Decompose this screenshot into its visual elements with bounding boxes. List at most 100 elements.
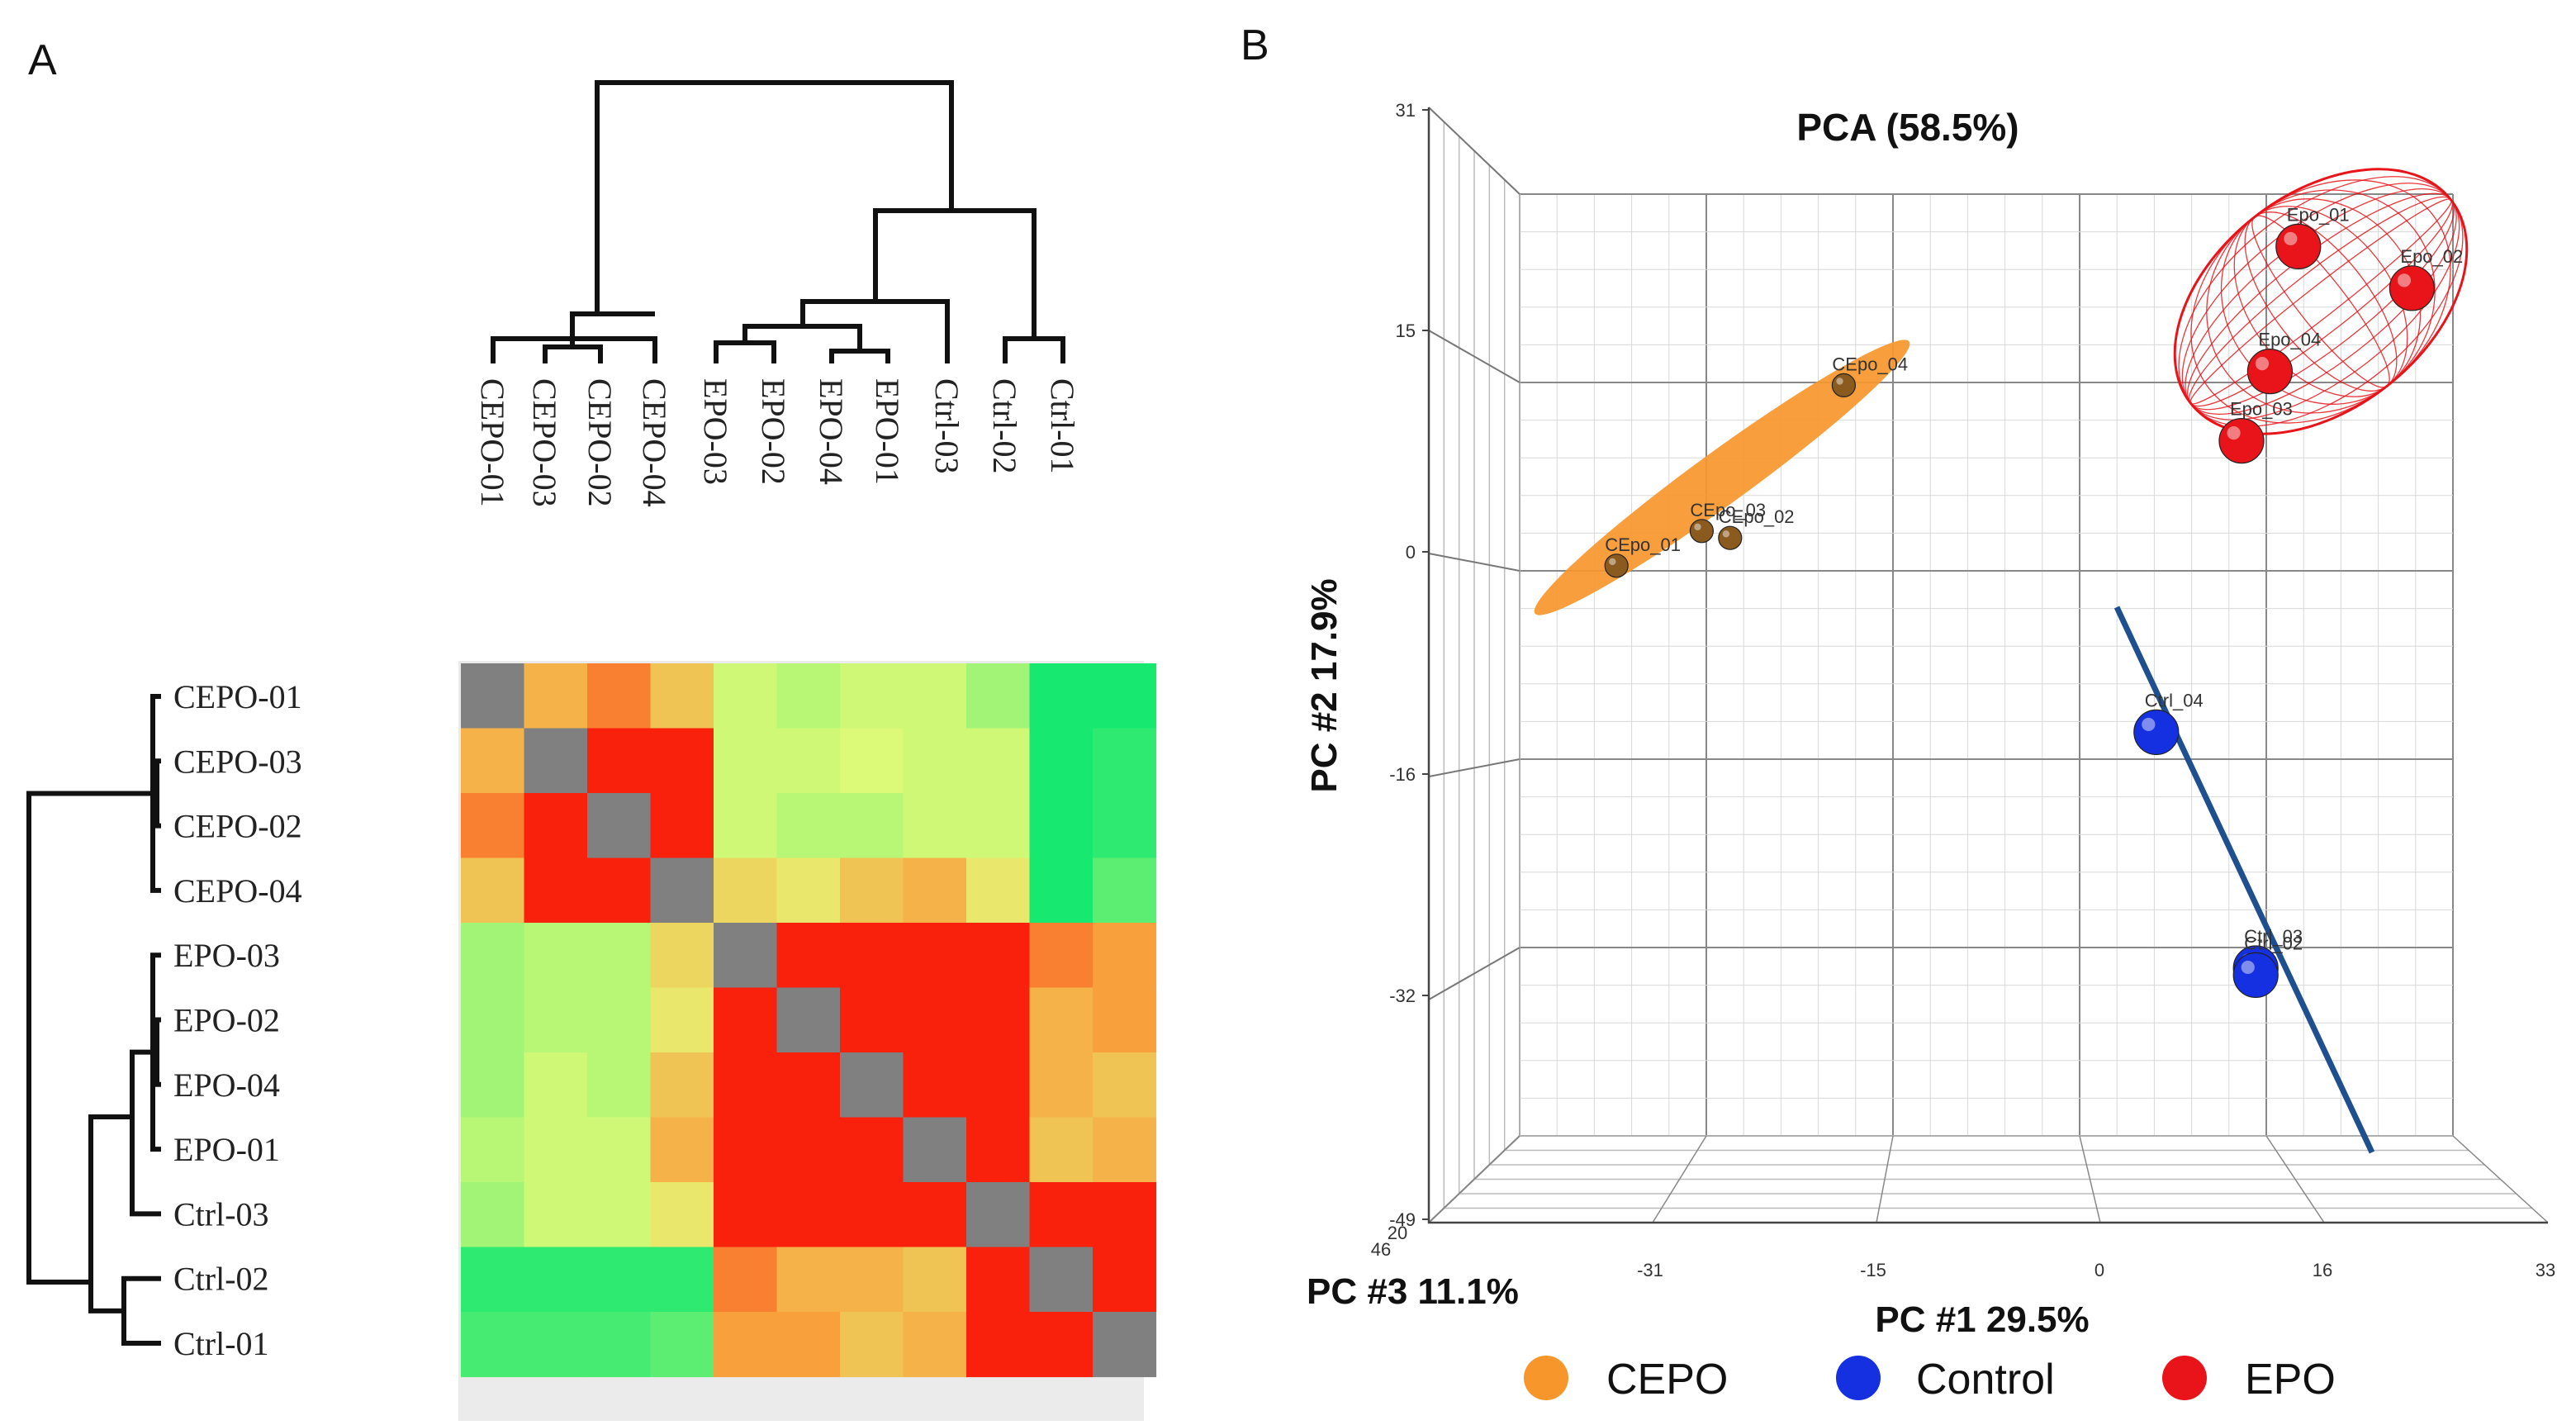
left-dendro-branch-0: [154, 758, 161, 829]
heatmap-cell-cepo-01-cepo-02: [587, 663, 652, 729]
heatmap-cell-cepo-03-cepo-03: [524, 728, 588, 794]
heatmap-cell-ctrl-02-ctrl-02: [1029, 1247, 1093, 1313]
pca-point-epo-01: [2275, 223, 2322, 269]
floor-vline-2: [1876, 1135, 1894, 1223]
heatmap-cell-ctrl-03-cepo-01: [461, 1182, 525, 1248]
top-dendro-branch-6: [800, 299, 950, 363]
heatmap-cell-epo-04-cepo-03: [524, 1052, 588, 1119]
heatmap-cell-cepo-03-ctrl-03: [966, 728, 1031, 794]
heatmap-cell-ctrl-01-ctrl-03: [966, 1312, 1031, 1378]
legend-marker-cepo: [1524, 1356, 1568, 1400]
heatmap-cell-epo-04-epo-01: [903, 1052, 967, 1119]
heatmap-cell-ctrl-02-ctrl-03: [966, 1247, 1031, 1313]
heatmap-cell-cepo-04-cepo-03: [524, 857, 588, 924]
heatmap-cell-cepo-02-epo-03: [714, 793, 778, 859]
left-dendrogram: [26, 694, 161, 1346]
floor-vline-5: [2452, 1135, 2549, 1223]
pca-point-label-epo-03: Epo_03: [2230, 399, 2293, 420]
pca-point-label-cepo-03: CEpo_03: [1690, 500, 1766, 520]
heatmap-cell-epo-02-cepo-03: [524, 987, 588, 1053]
heatmap-cell-epo-03-ctrl-02: [1029, 923, 1093, 989]
heatmap-cell-epo-01-ctrl-02: [1029, 1117, 1093, 1183]
left-wall-hline-3: [1428, 758, 1520, 777]
pca-z-axis-title: PC #3 11.1%: [1307, 1271, 1519, 1312]
heatmap-cell-epo-04-cepo-04: [650, 1052, 714, 1119]
heatmap-cell-epo-02-epo-02: [776, 987, 841, 1053]
x-tick-33: 33: [2536, 1260, 2555, 1280]
heatmap-cell-epo-02-ctrl-01: [1093, 987, 1157, 1053]
heatmap-cell-cepo-01-epo-03: [714, 663, 778, 729]
pca-title: PCA (58.5%): [1796, 106, 2019, 149]
pca-point-highlight-cepo-02: [1722, 530, 1730, 538]
heatmap-cell-cepo-04-cepo-01: [461, 857, 525, 924]
top-label-epo-03: EPO-03: [697, 378, 734, 485]
left-dendro-branch-8: [26, 791, 153, 1285]
heatmap-cell-epo-03-epo-01: [903, 923, 967, 989]
heatmap-cell-ctrl-03-epo-04: [840, 1182, 904, 1248]
epo-mesh-lat-5: [2181, 183, 2460, 420]
top-dendro-branch-3: [714, 340, 776, 363]
heatmap-cell-cepo-03-ctrl-02: [1029, 728, 1093, 794]
pca-point-ctrl-04: [2133, 709, 2180, 756]
pca-point-highlight-ctrl-02: [2241, 960, 2255, 975]
top-dendro-branch-8: [873, 208, 1037, 339]
heatmap-cell-cepo-01-cepo-04: [650, 663, 714, 729]
x-tick--31: -31: [1637, 1260, 1663, 1280]
pca-point-cepo-03: [1689, 519, 1714, 544]
heatmap-cell-ctrl-01-ctrl-02: [1029, 1312, 1093, 1378]
left-wall-hline-2: [1428, 553, 1520, 572]
epo-mesh-lat-4: [2185, 188, 2457, 415]
heatmap-cell-ctrl-01-epo-01: [903, 1312, 967, 1378]
heatmap-cell-epo-01-cepo-01: [461, 1117, 525, 1183]
heatmap-cell-epo-02-epo-03: [714, 987, 778, 1053]
heatmap-cell-cepo-02-ctrl-03: [966, 793, 1031, 859]
top-label-cepo-03: CEPO-03: [526, 378, 563, 507]
heatmap-cell-cepo-03-ctrl-01: [1093, 728, 1157, 794]
heatmap-cell-ctrl-02-epo-04: [840, 1247, 904, 1313]
heatmap-cell-ctrl-01-epo-03: [714, 1312, 778, 1378]
pca-point-epo-04: [2246, 349, 2293, 395]
heatmap-cell-cepo-04-cepo-04: [650, 857, 714, 924]
pca-point-cepo-02: [1718, 525, 1743, 550]
heatmap-cell-epo-04-cepo-02: [587, 1052, 652, 1119]
heatmap-cell-cepo-02-epo-04: [840, 793, 904, 859]
heatmap-cell-ctrl-01-epo-04: [840, 1312, 904, 1378]
pca-point-label-ctrl-03: Ctrl_03: [2244, 926, 2303, 947]
heatmap-cell-ctrl-02-cepo-01: [461, 1247, 525, 1313]
heatmap-cell-epo-01-epo-01: [903, 1117, 967, 1183]
y-tick--32: -32: [1389, 986, 1416, 1006]
heatmap-cell-ctrl-02-cepo-02: [587, 1247, 652, 1313]
floor-vline-4: [2265, 1135, 2325, 1223]
pca-point-highlight-epo-01: [2284, 231, 2298, 246]
heatmap-cell-ctrl-03-epo-02: [776, 1182, 841, 1248]
pca-point-ctrl-02: [2232, 952, 2279, 999]
pca-point-highlight-epo-04: [2255, 357, 2270, 371]
epo-ellipsoid-outline: [2173, 168, 2469, 435]
heatmap-cell-ctrl-03-epo-03: [714, 1182, 778, 1248]
floor-vline-3: [2079, 1135, 2101, 1223]
pca-point-label-ctrl-04: Ctrl_04: [2145, 690, 2204, 710]
y-tick--16: -16: [1389, 764, 1416, 785]
heatmap-cell-epo-02-epo-04: [840, 987, 904, 1053]
left-label-epo-03: EPO-03: [173, 937, 280, 974]
heatmap-cell-cepo-04-ctrl-03: [966, 857, 1031, 924]
heatmap-cell-epo-04-epo-04: [840, 1052, 904, 1119]
heatmap-cell-epo-01-ctrl-01: [1093, 1117, 1157, 1183]
heatmap-cell-cepo-01-cepo-03: [524, 663, 588, 729]
heatmap-cell-ctrl-02-cepo-04: [650, 1247, 714, 1313]
heatmap-cell-cepo-04-epo-01: [903, 857, 967, 924]
heatmap-cell-cepo-04-cepo-02: [587, 857, 652, 924]
panel-b-letter: B: [1241, 21, 1269, 69]
pca-point-label-cepo-01: CEpo_01: [1605, 534, 1681, 555]
heatmap-cell-epo-03-epo-02: [776, 923, 841, 989]
legend-marker-control: [1836, 1356, 1881, 1400]
legend-label-control: Control: [1916, 1356, 2055, 1404]
pca-point-highlight-epo-03: [2227, 426, 2241, 440]
pca-y-axis-title: PC #2 17.9%: [1304, 578, 1345, 792]
heatmap-cell-cepo-01-epo-02: [776, 663, 841, 729]
heatmap-cell-epo-02-cepo-04: [650, 987, 714, 1053]
top-label-epo-02: EPO-02: [755, 378, 792, 485]
top-label-cepo-04: CEPO-04: [636, 378, 673, 507]
